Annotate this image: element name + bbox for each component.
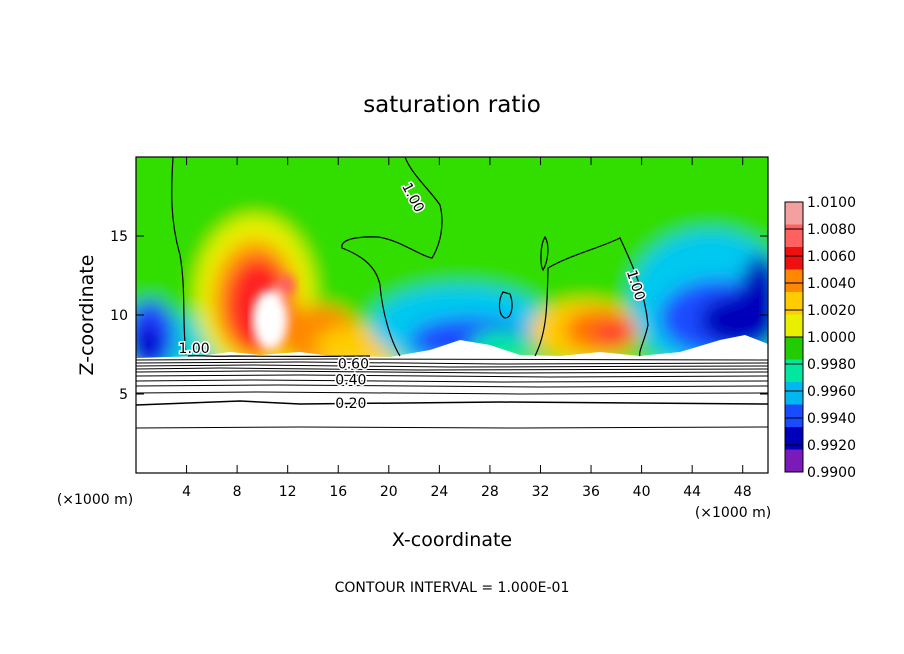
plot-area — [136, 157, 768, 473]
x-tick-label: 12 — [279, 484, 297, 500]
contour-label: 0.20 — [335, 396, 366, 412]
lower-unsaturated-region — [136, 335, 768, 473]
colorbar-swatch — [785, 247, 803, 270]
contour-lines — [171, 157, 649, 358]
colorbar-swatch — [785, 269, 803, 293]
contour-1.00-bottom-left — [187, 355, 371, 358]
colorbar-swatch — [785, 292, 803, 315]
x-tick-label: 8 — [233, 484, 242, 500]
colorbar-swatch — [785, 202, 803, 225]
colorbar-label: 1.0100 — [807, 195, 856, 211]
colorbar-label: 1.0000 — [807, 330, 856, 346]
colorbar: 1.0100 1.0080 1.0060 1.0040 1.0020 1.0000 0.99… — [784, 195, 856, 481]
contour-1.00-center — [341, 157, 443, 357]
contour-interval-note: CONTOUR INTERVAL = 1.000E-01 — [335, 580, 570, 596]
saturation-field-core — [252, 275, 295, 350]
y-tick-label: 10 — [110, 308, 128, 324]
x-tick-label: 36 — [582, 484, 600, 500]
x-tick-label: 28 — [481, 484, 499, 500]
colorbar-label: 0.9960 — [807, 384, 856, 400]
colorbar-swatch — [785, 337, 803, 360]
colorbar-swatch — [785, 449, 803, 473]
colorbar-label: 1.0060 — [807, 249, 856, 265]
colorbar-label: 1.0020 — [807, 303, 856, 319]
x-tick-label: 16 — [329, 484, 347, 500]
y-tick-label: 5 — [119, 387, 128, 403]
x-axis-ticks: 4 8 12 16 20 24 28 32 36 40 44 48 — [182, 157, 752, 500]
x-tick-label: 48 — [734, 484, 752, 500]
chart-title: saturation ratio — [363, 92, 541, 118]
contour-label: 0.60 — [338, 357, 369, 373]
colorbar-label: 1.0040 — [807, 276, 856, 292]
y-tick-label: 15 — [110, 229, 128, 245]
contour-label: 1.00 — [179, 341, 210, 357]
x-tick-label: 32 — [532, 484, 550, 500]
contour-1.00-left — [171, 157, 187, 356]
x-unit-label-left: (×1000 m) — [57, 492, 133, 508]
y-axis-label: Z-coordinate — [76, 255, 98, 376]
x-axis-label: X-coordinate — [392, 529, 512, 551]
contour-1.00-small — [498, 291, 513, 319]
x-tick-label: 40 — [633, 484, 651, 500]
lower-contours — [136, 358, 768, 429]
colorbar-label: 1.0080 — [807, 222, 856, 238]
colorbar-label: 0.9980 — [807, 357, 856, 373]
colorbar-swatch — [785, 427, 803, 450]
y-axis-ticks: 5 10 15 — [110, 229, 768, 403]
colorbar-label: 0.9920 — [807, 438, 856, 454]
colorbar-swatch — [785, 382, 803, 405]
colorbar-label: 0.9900 — [807, 465, 856, 481]
x-tick-label: 24 — [430, 484, 448, 500]
x-unit-label-right: (×1000 m) — [695, 505, 771, 521]
colorbar-swatch — [785, 359, 803, 383]
x-tick-label: 20 — [380, 484, 398, 500]
contour-1.00-right — [534, 237, 649, 357]
colorbar-swatch — [785, 224, 803, 248]
contour-1.00-thin — [540, 235, 549, 272]
colorbar-swatch — [785, 404, 803, 428]
contour-label: 0.40 — [335, 373, 366, 389]
colorbar-swatch — [785, 314, 803, 338]
x-tick-label: 4 — [182, 484, 191, 500]
x-tick-label: 44 — [683, 484, 701, 500]
colorbar-label: 0.9940 — [807, 411, 856, 427]
